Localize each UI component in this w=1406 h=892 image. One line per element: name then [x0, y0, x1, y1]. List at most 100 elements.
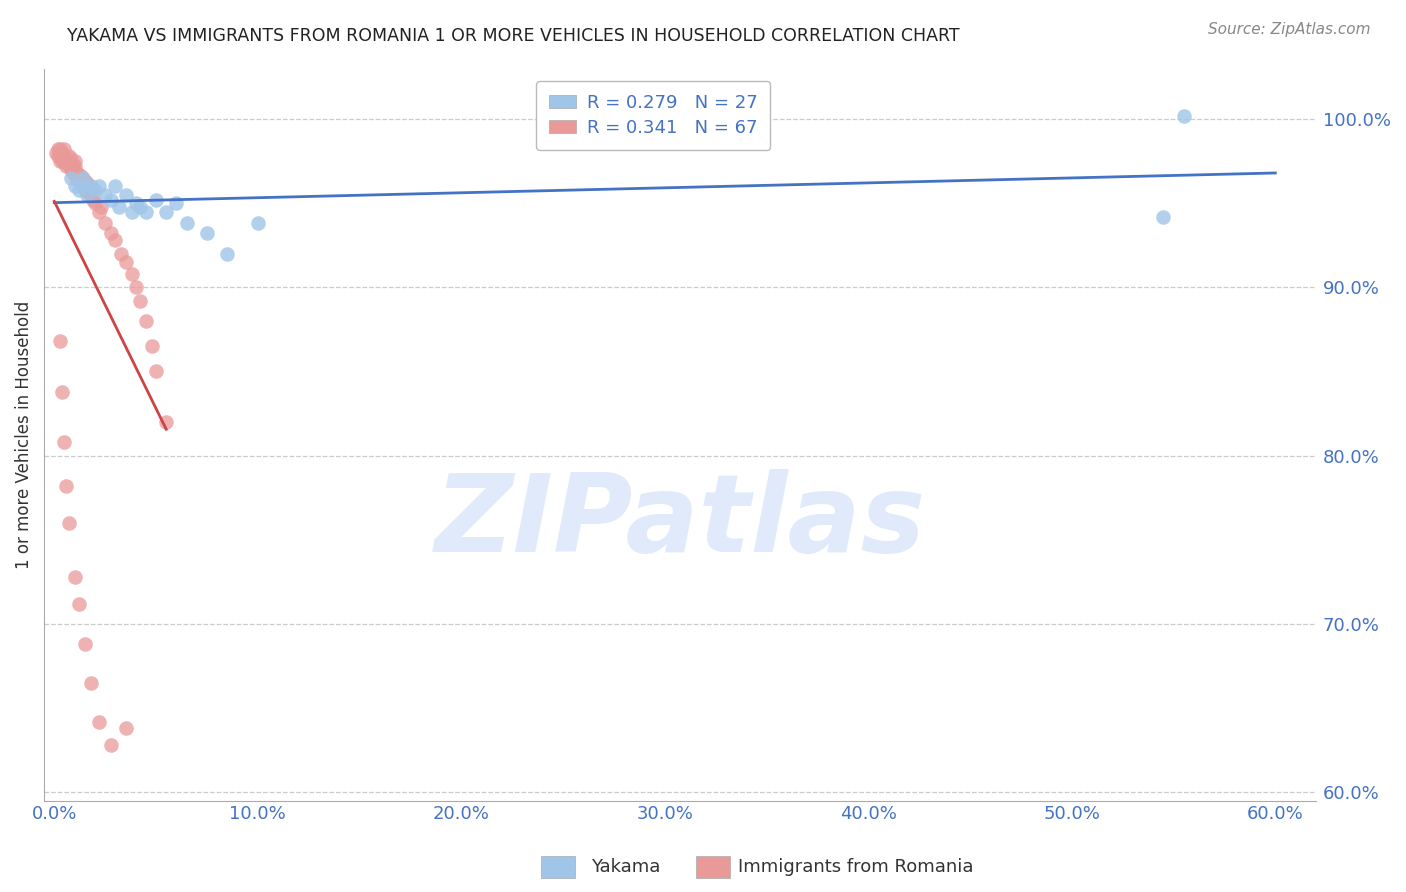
- Point: [80, 183, 103, 197]
- Point: [84, 196, 107, 211]
- Point: [73, 179, 96, 194]
- Point: [63, 570, 86, 584]
- Legend: R = 0.279   N = 27, R = 0.341   N = 67: R = 0.279 N = 27, R = 0.341 N = 67: [537, 81, 770, 150]
- Point: [76, 176, 98, 190]
- Point: [67, 174, 90, 188]
- Point: [55, 479, 77, 493]
- Point: [1173, 109, 1195, 123]
- Point: [87, 179, 110, 194]
- Point: [53, 154, 76, 169]
- Point: [58, 154, 80, 169]
- Point: [63, 179, 86, 194]
- Point: [121, 267, 143, 281]
- Point: [67, 183, 90, 197]
- Text: YAKAMA VS IMMIGRANTS FROM ROMANIA 1 OR MORE VEHICLES IN HOUSEHOLD CORRELATION CH: YAKAMA VS IMMIGRANTS FROM ROMANIA 1 OR M…: [67, 27, 960, 45]
- Point: [69, 169, 91, 184]
- Point: [48, 149, 70, 163]
- Point: [53, 149, 76, 163]
- Point: [125, 196, 148, 211]
- Point: [145, 364, 167, 378]
- Point: [53, 435, 76, 450]
- Point: [67, 597, 90, 611]
- Point: [104, 179, 127, 194]
- Point: [63, 154, 86, 169]
- Point: [69, 176, 91, 190]
- Point: [100, 227, 122, 241]
- Point: [72, 179, 94, 194]
- Point: [59, 157, 82, 171]
- Point: [73, 174, 96, 188]
- Point: [51, 154, 73, 169]
- Point: [59, 162, 82, 177]
- Point: [110, 246, 132, 260]
- Text: Source: ZipAtlas.com: Source: ZipAtlas.com: [1208, 22, 1371, 37]
- Point: [55, 154, 77, 169]
- Point: [94, 187, 117, 202]
- Point: [114, 255, 136, 269]
- Point: [67, 168, 90, 182]
- Point: [108, 200, 131, 214]
- Point: [87, 204, 110, 219]
- Point: [100, 738, 122, 752]
- Point: [51, 149, 73, 163]
- Point: [66, 170, 89, 185]
- Point: [63, 159, 86, 173]
- Point: [48, 142, 70, 156]
- Point: [80, 179, 103, 194]
- Point: [100, 193, 122, 207]
- Point: [155, 204, 177, 219]
- Point: [90, 200, 112, 214]
- Point: [51, 384, 73, 399]
- Point: [80, 675, 103, 690]
- Point: [84, 183, 107, 197]
- Point: [59, 170, 82, 185]
- Point: [77, 186, 100, 200]
- Point: [76, 187, 98, 202]
- Point: [104, 233, 127, 247]
- Point: [135, 204, 157, 219]
- Point: [87, 714, 110, 729]
- Point: [51, 145, 73, 160]
- Point: [73, 183, 96, 197]
- Point: [49, 142, 72, 156]
- Y-axis label: 1 or more Vehicles in Household: 1 or more Vehicles in Household: [15, 301, 32, 569]
- Point: [62, 166, 84, 180]
- Point: [72, 170, 94, 185]
- Point: [195, 227, 218, 241]
- Point: [58, 149, 80, 163]
- Point: [63, 166, 86, 180]
- Point: [165, 196, 187, 211]
- Point: [58, 159, 80, 173]
- Point: [49, 334, 72, 348]
- Point: [76, 185, 98, 199]
- Point: [145, 193, 167, 207]
- Text: Immigrants from Romania: Immigrants from Romania: [738, 858, 973, 876]
- Text: Yakama: Yakama: [591, 858, 659, 876]
- Point: [141, 339, 163, 353]
- Point: [128, 200, 150, 214]
- Point: [82, 193, 104, 207]
- Point: [62, 159, 84, 173]
- Point: [1152, 210, 1174, 224]
- Point: [49, 154, 72, 169]
- Point: [128, 293, 150, 308]
- Point: [176, 216, 198, 230]
- Point: [66, 166, 89, 180]
- Point: [114, 721, 136, 735]
- Point: [135, 314, 157, 328]
- Point: [246, 216, 269, 230]
- Point: [53, 142, 76, 156]
- Point: [155, 415, 177, 429]
- Point: [73, 637, 96, 651]
- Point: [59, 153, 82, 167]
- Point: [45, 145, 67, 160]
- Point: [121, 204, 143, 219]
- Point: [125, 280, 148, 294]
- Text: ZIPatlas: ZIPatlas: [434, 469, 925, 575]
- Point: [55, 159, 77, 173]
- Point: [217, 246, 239, 260]
- Point: [94, 216, 117, 230]
- Point: [49, 149, 72, 163]
- Point: [58, 516, 80, 530]
- Point: [114, 187, 136, 202]
